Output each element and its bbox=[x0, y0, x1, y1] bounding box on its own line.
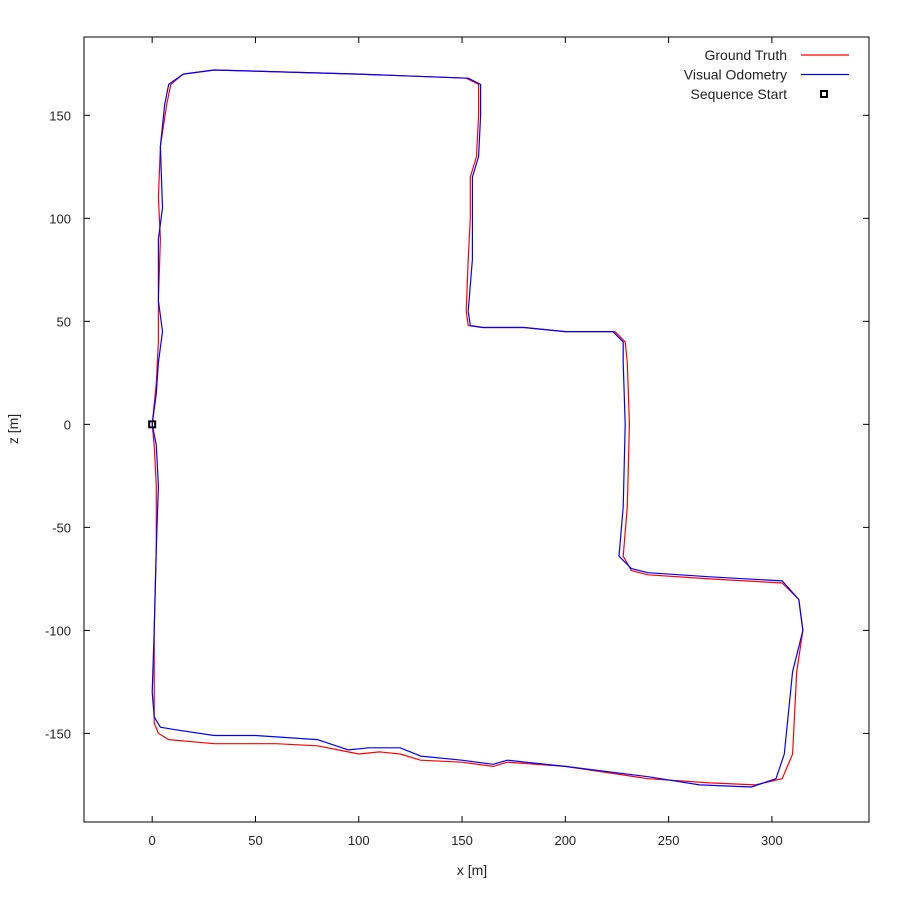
y-tick-label: -150 bbox=[45, 726, 71, 741]
ticks-layer: 0 50 100 150 200 250 300 -150 -100 -50 0 50 100 150 bbox=[45, 37, 869, 848]
y-axis-label: z [m] bbox=[5, 414, 21, 444]
x-tick-label: 0 bbox=[149, 833, 156, 848]
legend-marker-square bbox=[820, 90, 828, 98]
legend: Ground Truth Visual Odometry Sequence Star… bbox=[684, 47, 849, 102]
y-tick-label: -50 bbox=[52, 520, 71, 535]
y-tick-label: 150 bbox=[49, 108, 71, 123]
series-layer bbox=[148, 69, 804, 788]
y-tick-label: 0 bbox=[64, 417, 71, 432]
x-tick-label: 100 bbox=[348, 833, 370, 848]
legend-label: Ground Truth bbox=[705, 47, 788, 63]
y-tick-label: 50 bbox=[57, 314, 71, 329]
y-tick-label: 100 bbox=[49, 211, 71, 226]
x-tick-label: 150 bbox=[451, 833, 473, 848]
sequence-start-marker bbox=[148, 420, 157, 429]
plot-frame bbox=[83, 36, 870, 823]
legend-label: Visual Odometry bbox=[684, 67, 787, 83]
x-tick-label: 200 bbox=[554, 833, 576, 848]
x-tick-label: 50 bbox=[248, 833, 262, 848]
x-axis-label: x [m] bbox=[457, 862, 487, 878]
x-tick-label: 250 bbox=[658, 833, 680, 848]
series-line-ground-truth bbox=[151, 69, 804, 786]
series-line-visual-odometry bbox=[151, 69, 804, 788]
legend-label: Sequence Start bbox=[690, 86, 787, 102]
x-tick-label: 300 bbox=[761, 833, 783, 848]
y-tick-label: -100 bbox=[45, 623, 71, 638]
